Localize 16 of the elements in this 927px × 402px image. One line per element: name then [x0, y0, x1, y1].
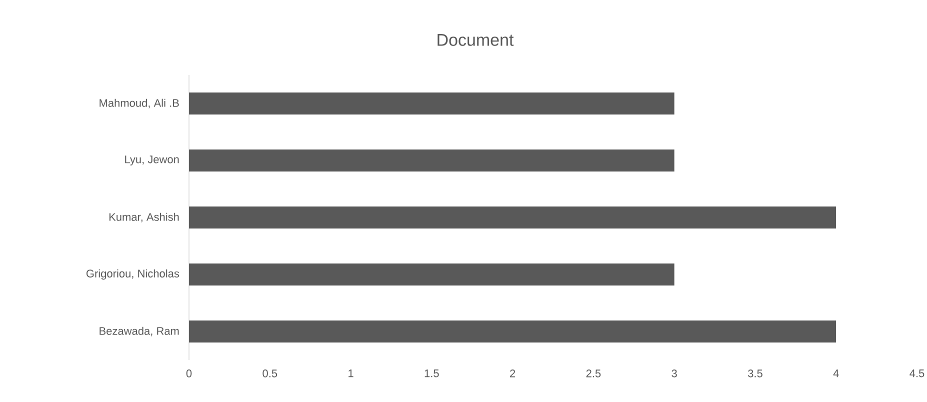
y-tick-label: Lyu, Jewon	[125, 156, 179, 166]
x-tick-label: 3	[672, 370, 677, 378]
x-tick-label: 2.5	[586, 370, 601, 378]
x-tick-label: 4	[833, 370, 839, 378]
y-tick-label: Grigoriou, Nicholas	[86, 269, 180, 280]
x-tick-label: 1.5	[424, 370, 439, 378]
x-tick-label: 3.5	[748, 370, 762, 378]
chart-title: Document	[438, 34, 514, 46]
x-tick-label: 2	[510, 370, 516, 378]
y-tick-label: Mahmoud, Ali .B	[100, 98, 179, 108]
y-tick-label: Kumar, Ashish	[109, 212, 179, 222]
x-tick-label: 4.5	[910, 370, 924, 378]
x-tick-label: 1	[348, 370, 354, 378]
x-tick-label: 0.5	[262, 370, 278, 378]
y-tick-label: Bezawada, Ram	[100, 326, 179, 336]
x-tick-label: 0	[186, 370, 192, 378]
